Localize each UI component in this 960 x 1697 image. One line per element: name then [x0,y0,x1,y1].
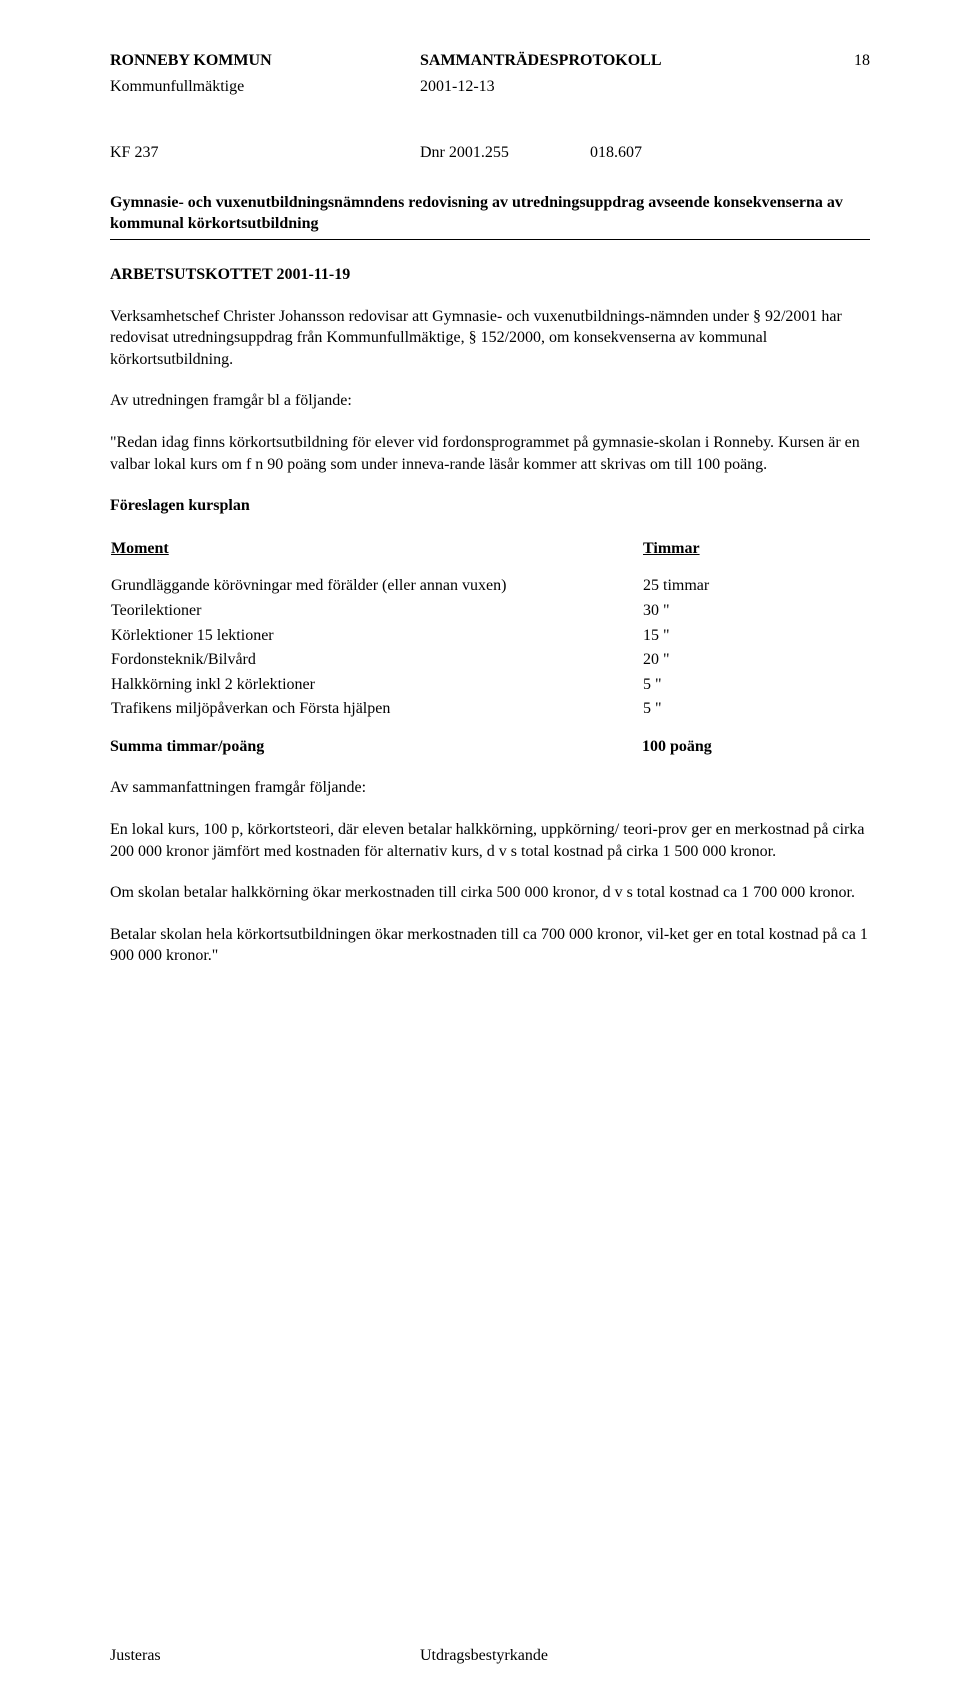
kf-row: KF 237 Dnr 2001.255 018.607 [110,142,870,164]
plan-row-label: Körlektioner 15 lektioner [110,624,642,649]
header-page-num: 18 [820,50,870,72]
plan-row: Halkkörning inkl 2 körlektioner 5 " [110,673,870,698]
doc-title: Gymnasie- och vuxenutbildningsnämndens r… [110,192,870,240]
header-row: RONNEBY KOMMUN SAMMANTRÄDESPROTOKOLL 18 [110,50,870,72]
plan-row-value: 5 " [642,673,870,698]
header-body: Kommunfullmäktige [110,76,420,98]
plan-row-label: Grundläggande körövningar med förälder (… [110,574,642,599]
para-4: Av sammanfattningen framgår följande: [110,777,870,799]
plan-row [110,561,870,574]
plan-row-label: Halkkörning inkl 2 körlektioner [110,673,642,698]
plan-row-value: 30 " [642,599,870,624]
page: RONNEBY KOMMUN SAMMANTRÄDESPROTOKOLL 18 … [0,0,960,1697]
para-3: "Redan idag finns körkortsutbildning för… [110,432,870,475]
plan-row-value: 5 " [642,697,870,722]
plan-row-label: Fordonsteknik/Bilvård [110,648,642,673]
sum-label: Summa timmar/poäng [110,736,642,758]
header-subrow: Kommunfullmäktige 2001-12-13 [110,76,870,98]
plan-row-value: 25 timmar [642,574,870,599]
para-1: Verksamhetschef Christer Johansson redov… [110,306,870,371]
sum-value: 100 poäng [642,736,870,758]
kf-code: 018.607 [590,142,870,164]
plan-row-value: 15 " [642,624,870,649]
plan-row-label: Trafikens miljöpåverkan och Första hjälp… [110,697,642,722]
plan-row-value: 20 " [642,648,870,673]
para-5: En lokal kurs, 100 p, körkortsteori, där… [110,819,870,862]
plan-row: Teorilektioner 30 " [110,599,870,624]
plan-row: Körlektioner 15 lektioner 15 " [110,624,870,649]
sum-row: Summa timmar/poäng 100 poäng [110,736,870,758]
footer: Justeras Utdragsbestyrkande [110,1645,870,1667]
plan-row: Grundläggande körövningar med förälder (… [110,574,870,599]
plan-row: Fordonsteknik/Bilvård 20 " [110,648,870,673]
footer-left: Justeras [110,1645,420,1667]
subhead: ARBETSUTSKOTTET 2001-11-19 [110,264,870,286]
para-7: Betalar skolan hela körkortsutbildningen… [110,924,870,967]
header-date: 2001-12-13 [420,76,495,98]
footer-right: Utdragsbestyrkande [420,1645,870,1667]
plan-header-row: Moment Timmar [110,537,870,562]
plan-row: Trafikens miljöpåverkan och Första hjälp… [110,697,870,722]
header-org: RONNEBY KOMMUN [110,50,420,72]
plan-col-timmar: Timmar [643,540,700,557]
plan-col-moment: Moment [111,540,169,557]
header-doctype: SAMMANTRÄDESPROTOKOLL [420,50,820,72]
plan-table: Moment Timmar Grundläggande körövningar … [110,537,870,722]
plan-row-label: Teorilektioner [110,599,642,624]
para-6: Om skolan betalar halkkörning ökar merko… [110,882,870,904]
kf-ref: KF 237 [110,142,420,164]
plan-heading: Föreslagen kursplan [110,495,870,517]
para-2: Av utredningen framgår bl a följande: [110,390,870,412]
kf-dnr: Dnr 2001.255 [420,142,590,164]
